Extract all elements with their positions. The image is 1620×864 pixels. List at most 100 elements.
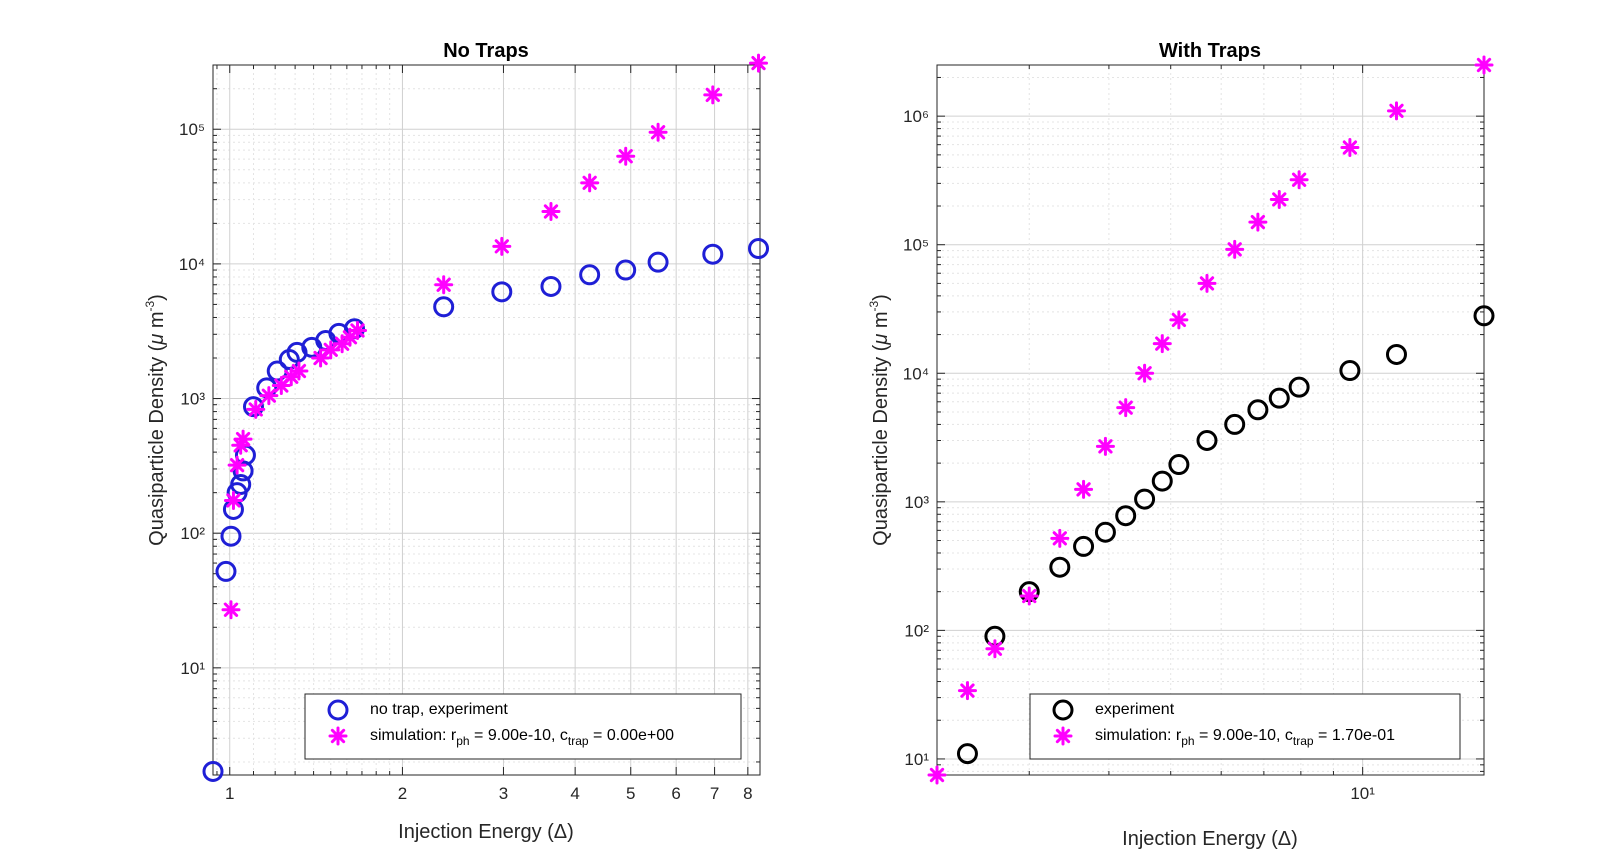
legend-entry-simulation-no-traps: simulation: rph = 9.00e-10, ctrap = 0.00… (370, 727, 674, 748)
simulation-point-with-traps-4 (1050, 528, 1070, 548)
experiment-point-no-traps-18 (491, 281, 513, 303)
legend-marker-experiment-no-traps (327, 699, 349, 721)
simulation-point-with-traps-14 (1269, 189, 1289, 209)
experiment-point-no-traps-6 (232, 460, 254, 482)
legend-box-with-traps (1029, 693, 1461, 760)
experiment-point-no-traps-20 (579, 264, 601, 286)
simulation-point-with-traps-11 (1197, 273, 1217, 293)
y-tick-label: 10⁶ (903, 107, 929, 126)
experiment-point-with-traps-3 (1049, 556, 1071, 578)
marks-with-traps (927, 55, 1495, 785)
ticks-with-traps: 10¹ 10² 10³ 10⁴ 10⁵ 10⁶ 10¹ (903, 65, 1484, 803)
simulation-point-no-traps-5 (246, 399, 266, 419)
simulation-point-with-traps-1 (957, 681, 977, 701)
simulation-point-no-traps-22 (749, 53, 769, 73)
ticks-no-traps: 10¹ 10² 10³ 10⁴ 10⁵ 1 2 3 4 5 6 7 8 (179, 64, 760, 803)
legend-box-no-traps (304, 693, 742, 760)
simulation-point-no-traps-15 (434, 275, 454, 295)
y-axis-label-exp-no-traps: -3 (143, 300, 157, 311)
experiment-point-no-traps-21 (615, 259, 637, 281)
experiment-point-no-traps-23 (702, 243, 724, 265)
simulation-point-with-traps-13 (1248, 212, 1268, 232)
legend-entry-experiment-no-traps: no trap, experiment (370, 701, 508, 718)
legend-sim-sub1-with-traps: ph (1181, 734, 1194, 748)
y-tick-label: 10² (180, 524, 205, 543)
legend-sim-pre-with-traps: simulation: r (1095, 727, 1182, 744)
experiment-point-with-traps-4 (1073, 535, 1095, 557)
x-axis-label-no-traps: Injection Energy (Δ) (398, 821, 574, 843)
legend-sim-mid-no-traps: = 9.00e-10, c (470, 727, 568, 744)
y-axis-label-with-traps: Quasiparticle Density (μ m-3) (867, 294, 892, 546)
simulation-point-no-traps-17 (541, 201, 561, 221)
grid-no-traps (213, 64, 760, 775)
chart-title-no-traps: No Traps (443, 40, 529, 62)
x-tick-label: 1 (225, 784, 234, 803)
legend-sim-post-with-traps: = 1.70e-01 (1314, 727, 1396, 744)
legend-asterisk-marker (328, 726, 348, 746)
simulation-point-with-traps-15 (1289, 170, 1309, 190)
simulation-point-with-traps-12 (1225, 239, 1245, 259)
simulation-point-no-traps-19 (616, 146, 636, 166)
experiment-point-no-traps-19 (540, 275, 562, 297)
x-tick-label: 10¹ (1350, 784, 1375, 803)
experiment-point-with-traps-15 (1339, 360, 1361, 382)
experiment-point-with-traps-17 (1473, 305, 1495, 327)
y-axis-label-unit-with-traps: m (870, 311, 892, 333)
y-axis-label-no-traps: Quasiparticle Density (μ m-3) (143, 294, 168, 546)
y-tick-label: 10⁵ (179, 120, 205, 139)
legend-sim-post-no-traps: = 0.00e+00 (589, 727, 675, 744)
experiment-point-no-traps-24 (748, 238, 770, 260)
simulation-point-with-traps-9 (1152, 334, 1172, 354)
legend-marker-simulation-with-traps (1053, 726, 1073, 746)
legend-with-traps: experiment simulation: rph = 9.00e-10, c… (1029, 693, 1461, 760)
experiment-point-with-traps-12 (1247, 399, 1269, 421)
legend-sim-sub2-with-traps: trap (1293, 734, 1314, 748)
y-tick-label: 10⁵ (903, 236, 929, 255)
experiment-point-with-traps-8 (1151, 470, 1173, 492)
simulation-point-no-traps-9 (289, 361, 309, 381)
simulation-point-with-traps-17 (1386, 101, 1406, 121)
experiment-point-with-traps-5 (1094, 521, 1116, 543)
simulation-point-no-traps-21 (703, 85, 723, 105)
plot-frame-with-traps (936, 64, 1485, 776)
legend-marker-experiment-with-traps (1052, 699, 1074, 721)
x-tick-label: 7 (710, 784, 719, 803)
y-axis-label-unit-no-traps: m (146, 311, 168, 333)
experiment-point-no-traps-5 (230, 473, 252, 495)
x-tick-label: 5 (626, 784, 635, 803)
simulation-point-no-traps-0 (221, 600, 241, 620)
experiment-point-no-traps-8 (242, 396, 264, 418)
y-axis-label-exp-with-traps: -3 (867, 300, 881, 311)
chart-title-with-traps: With Traps (1159, 40, 1261, 62)
experiment-point-with-traps-16 (1385, 343, 1407, 365)
experiment-point-with-traps-14 (1288, 376, 1310, 398)
legend-sim-sub2-no-traps: trap (568, 734, 589, 748)
experiment-point-with-traps-7 (1134, 488, 1156, 510)
plot-area-no-traps (213, 65, 760, 775)
x-axis-label-with-traps: Injection Energy (Δ) (1122, 828, 1298, 850)
simulation-point-with-traps-3 (1019, 586, 1039, 606)
x-tick-label: 6 (671, 784, 680, 803)
simulation-point-with-traps-18 (1474, 55, 1494, 75)
legend-asterisk-marker (1053, 726, 1073, 746)
x-tick-label: 3 (499, 784, 508, 803)
simulation-point-no-traps-6 (259, 386, 279, 406)
experiment-point-no-traps-22 (647, 251, 669, 273)
experiment-point-with-traps-11 (1224, 413, 1246, 435)
simulation-point-no-traps-14 (348, 321, 368, 341)
y-tick-label: 10¹ (904, 750, 929, 769)
simulation-point-with-traps-16 (1340, 138, 1360, 158)
y-tick-label: 10⁴ (179, 255, 205, 274)
x-tick-label: 2 (398, 784, 407, 803)
legend-entry-experiment-with-traps: experiment (1095, 701, 1175, 718)
simulation-point-with-traps-5 (1074, 479, 1094, 499)
simulation-point-no-traps-1 (223, 490, 243, 510)
experiment-point-with-traps-0 (956, 743, 978, 765)
y-tick-label: 10³ (904, 493, 929, 512)
experiment-point-with-traps-6 (1115, 505, 1137, 527)
legend-sim-sub1-no-traps: ph (456, 734, 469, 748)
experiment-point-with-traps-10 (1196, 429, 1218, 451)
y-axis-label-main-no-traps: Quasiparticle Density ( (146, 344, 168, 546)
x-tick-label: 8 (743, 784, 752, 803)
